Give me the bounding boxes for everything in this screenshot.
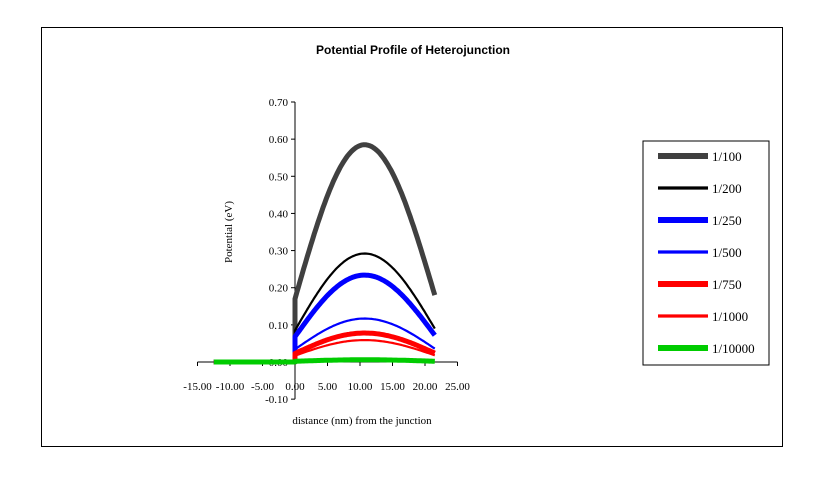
legend-entry: 1/200: [712, 181, 742, 196]
series-line-1-10000: [213, 357, 436, 365]
x-tick-label: 5.00: [318, 381, 338, 393]
legend-entry: 1/100: [712, 149, 742, 164]
legend-entry: 1/750: [712, 277, 742, 292]
series-line-1-200: [213, 252, 436, 364]
plot-area: -15.00 -10.00 -5.00 0.00 5.00 10.00 15.00 20.00…: [183, 97, 470, 406]
x-tick-label: 20.00: [413, 381, 438, 393]
y-tick-label: -0.10: [265, 394, 288, 406]
y-tick-label: 0.10: [269, 320, 289, 332]
chart-title: Potential Profile of Heterojunction: [316, 43, 510, 57]
x-tick-label: 0.00: [285, 381, 305, 393]
series-line-1-750: [213, 330, 436, 365]
x-tick-label: 25.00: [445, 381, 470, 393]
x-tick-label: -5.00: [251, 381, 274, 393]
series-line-1-1000: [213, 339, 436, 364]
y-axis-label: Potential (eV): [223, 201, 235, 263]
series-line-1-100: [213, 142, 438, 365]
legend-entry: 1/1000: [712, 309, 748, 324]
series-line-1-250: [213, 272, 437, 365]
x-tick-label: -10.00: [216, 381, 245, 393]
y-tick-label: 0.30: [269, 246, 289, 258]
legend-entry: 1/250: [712, 213, 742, 228]
x-tick-label: 10.00: [348, 381, 373, 393]
y-tick-label: 0.20: [269, 283, 289, 295]
x-tick-label: -15.00: [183, 381, 212, 393]
series-line-1-500: [213, 317, 436, 364]
legend-entry: 1/10000: [712, 341, 755, 356]
x-tick-label: 15.00: [380, 381, 405, 393]
legend: 1/100 1/200 1/250 1/500 1/750 1/1000 1/10000: [658, 149, 755, 356]
y-tick-label: 0.50: [269, 171, 289, 183]
y-tick-label: 0.70: [269, 97, 289, 109]
x-axis-label: distance (nm) from the junction: [292, 415, 432, 427]
y-tick-label: 0.40: [269, 208, 289, 220]
legend-entry: 1/500: [712, 245, 742, 260]
y-tick-label: 0.60: [269, 134, 289, 146]
